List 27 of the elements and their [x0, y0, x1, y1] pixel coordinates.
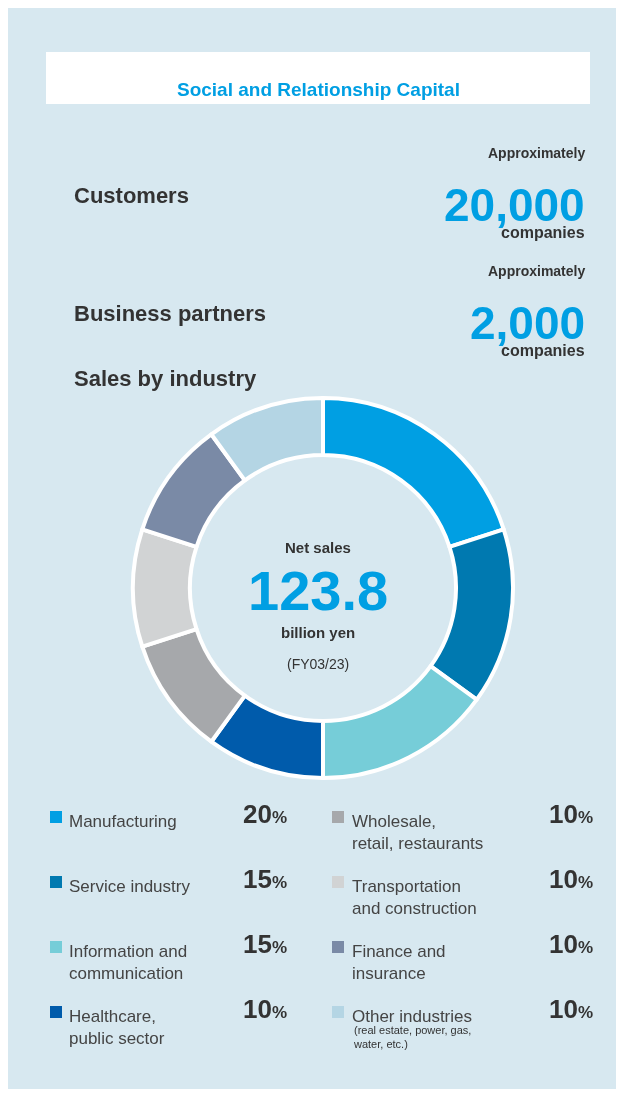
legend-label: Finance and insurance — [352, 942, 446, 984]
data-label: 10% — [549, 929, 594, 959]
text: Business partners — [74, 301, 266, 326]
legend-label: Other industries — [352, 1007, 472, 1026]
text: Net sales — [285, 539, 351, 556]
data-label: 20% — [243, 799, 288, 829]
legend-label: Wholesale, retail, restaurants — [352, 812, 484, 854]
data-label: 10% — [549, 799, 594, 829]
legend-label: Healthcare, public sector — [69, 1007, 165, 1049]
text: Approximately — [488, 145, 586, 161]
legend-label: Manufacturing — [69, 812, 177, 831]
text: (real estate, power, gas, water, etc.) — [353, 1024, 472, 1051]
text: 123.8 — [248, 559, 389, 622]
data-label: 10% — [549, 864, 594, 894]
chart-title: Social and Relationship Capital — [177, 79, 460, 100]
data-label: 15% — [243, 864, 288, 894]
data-label: 10% — [243, 994, 288, 1024]
legend-label: Transportation and construction — [352, 877, 477, 919]
data-label: 10% — [549, 994, 594, 1024]
text: Sales by industry — [74, 366, 257, 391]
text: billion yen — [281, 624, 356, 641]
text: Approximately — [488, 263, 586, 279]
text: Customers — [74, 183, 189, 208]
data-label: 15% — [243, 929, 288, 959]
legend-label: Information and communication — [69, 942, 188, 984]
legend-label: Service industry — [69, 877, 191, 896]
text: (FY03/23) — [287, 656, 350, 672]
